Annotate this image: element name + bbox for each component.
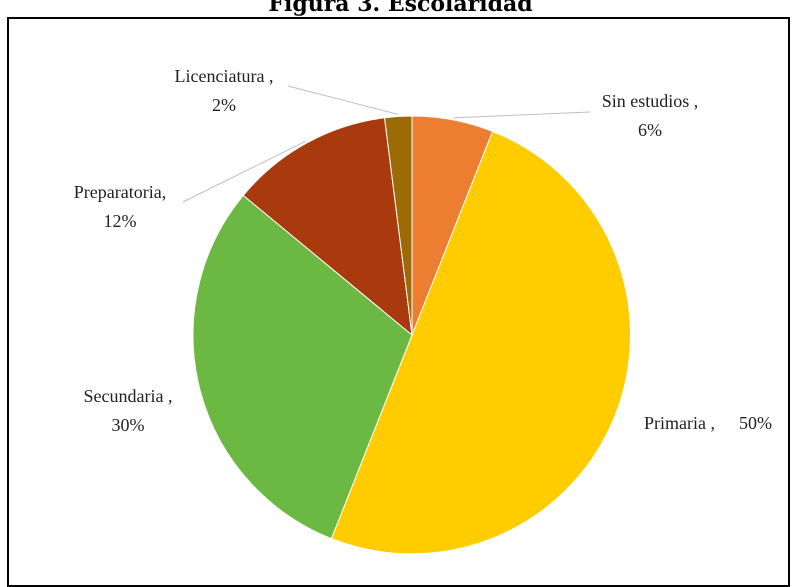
label-preparatoria-percent: 12% <box>104 211 137 231</box>
label-secundaria-percent: 30% <box>112 415 145 435</box>
label-secundaria-name: Secundaria , <box>84 386 173 406</box>
label-primaria-name: Primaria , <box>644 413 715 433</box>
pie-slice-licenciatura <box>383 115 413 336</box>
label-licenciatura-name: Licenciatura , <box>175 66 274 86</box>
leader-line-sin-estudios <box>453 111 591 119</box>
pie-slice-secundaria <box>192 194 413 540</box>
leader-lines <box>182 85 591 203</box>
pie-slices <box>192 115 631 555</box>
label-primaria-percent: 50% <box>739 413 772 433</box>
label-sin-estudios-name: Sin estudios , <box>602 91 699 111</box>
pie-chart: Sin estudios , 6% Primaria , 50% Secunda… <box>74 66 772 555</box>
leader-line-licenciatura <box>287 85 399 115</box>
label-preparatoria-name: Preparatoria, <box>74 182 166 202</box>
label-sin-estudios-percent: 6% <box>638 120 662 140</box>
pie-slice-preparatoria <box>242 117 413 337</box>
label-licenciatura-percent: 2% <box>212 95 236 115</box>
pie-slice-primaria <box>330 130 631 555</box>
leader-line-preparatoria <box>182 140 306 203</box>
chart-title: Figura 3. Escolaridad <box>268 0 533 17</box>
